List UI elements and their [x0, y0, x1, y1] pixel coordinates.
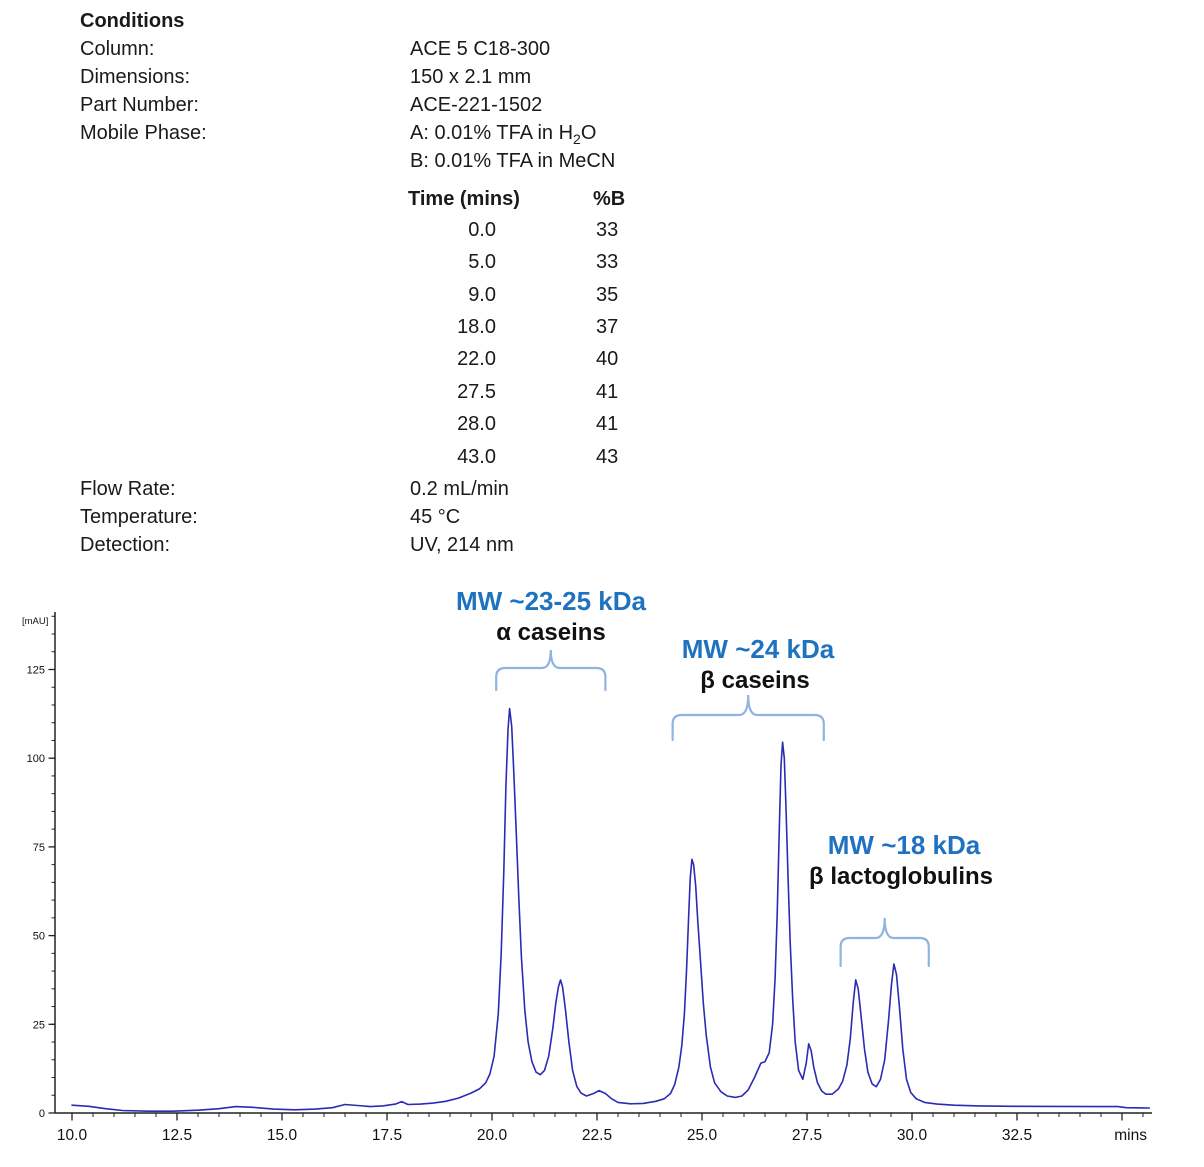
detection-label: Detection:	[80, 534, 171, 556]
gradient-time-cell: 43.0	[457, 446, 496, 468]
gradient-time-cell: 27.5	[457, 381, 496, 403]
mobile-phase-b-value: B: 0.01% TFA in MeCN	[410, 150, 616, 172]
annotation-label-beta-caseins: β caseins	[700, 667, 810, 694]
y-tick-label: 0	[39, 1108, 45, 1120]
gradient-time-cell: 9.0	[468, 284, 496, 306]
dimensions-value: 150 x 2.1 mm	[410, 66, 532, 88]
x-tick-label: 10.0	[57, 1127, 88, 1144]
temperature-label: Temperature:	[80, 506, 198, 528]
part-number-label: Part Number:	[80, 94, 199, 116]
gradient-b-cell: 41	[596, 413, 619, 435]
x-tick-label: 22.5	[582, 1127, 612, 1144]
annotation-label-beta-lactoglobulins: β lactoglobulins	[809, 863, 993, 890]
annotation-label-alpha-caseins: α caseins	[496, 619, 606, 646]
gradient-b-cell: 41	[596, 381, 619, 403]
gradient-b-cell: 43	[596, 446, 619, 468]
x-tick-label: 17.5	[372, 1127, 402, 1144]
column-label: Column:	[80, 38, 155, 60]
peak-group-brace-beta-caseins	[671, 694, 825, 742]
gradient-b-cell: 33	[596, 219, 619, 241]
x-tick-label: 12.5	[162, 1127, 192, 1144]
annotation-mw-beta-lactoglobulins: MW ~18 kDa	[827, 830, 981, 860]
gradient-time-cell: 18.0	[457, 316, 496, 338]
mobile-phase-a-suffix: O	[580, 122, 597, 144]
x-tick-label: 30.0	[897, 1127, 928, 1144]
dimensions-label: Dimensions:	[80, 66, 191, 88]
y-tick-label: 100	[27, 753, 45, 765]
peak-group-brace-alpha-caseins	[495, 649, 607, 692]
gradient-percent-b-header: %B	[593, 188, 626, 210]
flow-rate-value: 0.2 mL/min	[410, 478, 509, 500]
annotation-mw-beta-caseins: MW ~24 kDa	[681, 634, 835, 664]
mobile-phase-label: Mobile Phase:	[80, 122, 207, 144]
gradient-b-cell: 33	[596, 251, 619, 273]
gradient-b-cell: 40	[596, 348, 619, 370]
y-tick-label: 75	[33, 842, 45, 854]
chromatogram-chart: 0 25 50 75 100 125 [mAU] 10.0 12.5 15.0 17.5 20.0 22…	[22, 612, 1152, 1144]
chromatogram-trace	[71, 707, 1151, 1112]
y-axis-unit-label: [mAU]	[22, 616, 48, 627]
mobile-phase-a-value: A: 0.01% TFA in H2O	[410, 122, 596, 147]
detection-value: UV, 214 nm	[410, 534, 514, 556]
x-tick-label: 27.5	[792, 1127, 822, 1144]
gradient-time-cell: 0.0	[468, 219, 496, 241]
annotation-mw-alpha-caseins: MW ~23-25 kDa	[455, 586, 647, 616]
mobile-phase-a-subscript: 2	[573, 131, 581, 147]
gradient-b-cell: 35	[596, 284, 619, 306]
x-tick-label: 25.0	[687, 1127, 718, 1144]
x-tick-label: 20.0	[477, 1127, 508, 1144]
peak-group-brace-beta-lactoglobulins	[839, 917, 930, 968]
x-tick-label: 15.0	[267, 1127, 298, 1144]
column-value: ACE 5 C18-300	[410, 38, 551, 60]
gradient-time-cell: 22.0	[457, 348, 496, 370]
y-tick-label: 50	[33, 931, 45, 943]
gradient-time-cell: 28.0	[457, 413, 496, 435]
part-number-value: ACE-221-1502	[410, 94, 543, 116]
mobile-phase-a-prefix: A: 0.01% TFA in H	[410, 122, 574, 144]
x-tick-label: 32.5	[1002, 1127, 1032, 1144]
gradient-time-header: Time (mins)	[408, 188, 520, 210]
temperature-value: 45 °C	[410, 506, 461, 528]
y-tick-label: 25	[33, 1019, 45, 1031]
conditions-title: Conditions	[80, 10, 185, 32]
x-axis-unit-label: mins	[1114, 1127, 1147, 1144]
flow-rate-label: Flow Rate:	[80, 478, 176, 500]
y-tick-label: 125	[27, 665, 45, 677]
gradient-time-cell: 5.0	[468, 251, 496, 273]
gradient-b-cell: 37	[596, 316, 619, 338]
